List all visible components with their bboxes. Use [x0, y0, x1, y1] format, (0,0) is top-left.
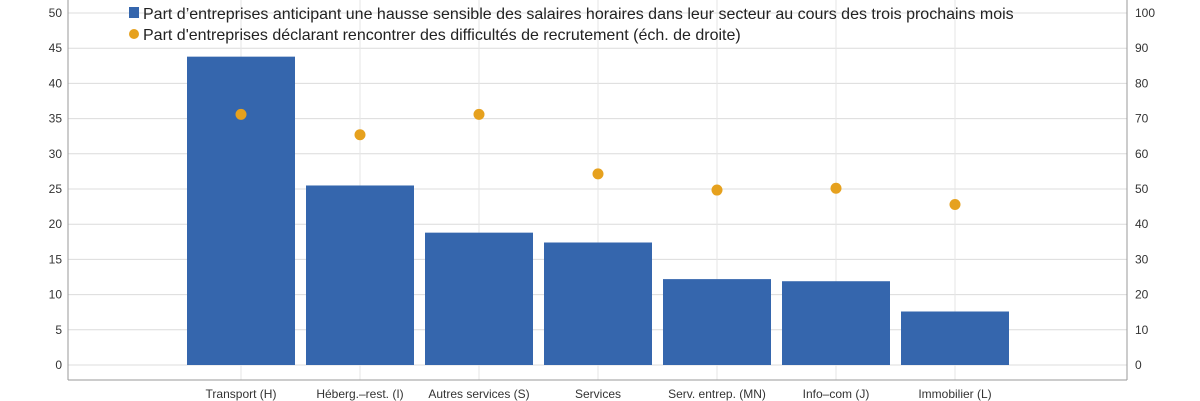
- left-tick-label: 15: [49, 252, 63, 266]
- category-label: Autres services (S): [428, 387, 529, 401]
- category-label: Info–com (J): [803, 387, 870, 401]
- left-tick-label: 10: [49, 288, 63, 302]
- left-tick-label: 45: [49, 41, 63, 55]
- right-tick-label: 0: [1135, 358, 1142, 372]
- right-tick-label: 80: [1135, 76, 1149, 90]
- category-tick-labels: Transport (H) Héberg.–rest. (I) Autres ser…: [206, 387, 992, 401]
- right-tick-label: 50: [1135, 182, 1149, 196]
- bar: [663, 279, 771, 365]
- dot: [354, 129, 366, 141]
- bar: [306, 185, 414, 365]
- left-tick-label: 25: [49, 182, 63, 196]
- legend-swatch-bars: [129, 7, 139, 18]
- bar: [901, 311, 1009, 365]
- left-tick-label: 20: [49, 217, 63, 231]
- legend-label-dots: Part d'entreprises déclarant rencontrer …: [143, 27, 741, 44]
- legend-label-bars: Part d’entreprises anticipant une hausse…: [143, 6, 1014, 23]
- dot-series: [235, 108, 961, 210]
- right-tick-label: 20: [1135, 288, 1149, 302]
- left-tick-label: 35: [49, 112, 63, 126]
- bar: [187, 56, 295, 365]
- category-label: Services: [575, 387, 621, 401]
- left-tick-label: 40: [49, 76, 63, 90]
- legend-swatch-dots: [129, 29, 139, 39]
- dot: [235, 108, 247, 120]
- category-label: Transport (H): [206, 387, 277, 401]
- bar-series: [187, 56, 1009, 365]
- bar: [425, 232, 533, 365]
- legend: Part d’entreprises anticipant une hausse…: [129, 6, 1014, 44]
- right-tick-label: 100: [1135, 6, 1155, 20]
- left-axis-tick-labels: 0 5 10 15 20 25 30 35 40 45 50: [49, 6, 63, 372]
- category-label: Serv. entrep. (MN): [668, 387, 766, 401]
- axes: [67, 0, 1128, 381]
- left-tick-label: 5: [55, 323, 62, 337]
- right-tick-label: 30: [1135, 252, 1149, 266]
- right-tick-label: 60: [1135, 147, 1149, 161]
- left-tick-label: 0: [55, 358, 62, 372]
- bar: [544, 242, 652, 365]
- bar: [782, 281, 890, 365]
- dot: [592, 168, 604, 180]
- dot: [949, 198, 961, 210]
- category-label: Héberg.–rest. (I): [316, 387, 403, 401]
- right-tick-label: 90: [1135, 41, 1149, 55]
- left-tick-label: 30: [49, 147, 63, 161]
- right-tick-label: 10: [1135, 323, 1149, 337]
- right-tick-label: 70: [1135, 112, 1149, 126]
- dot: [711, 184, 723, 196]
- left-tick-label: 50: [49, 6, 63, 20]
- dot: [830, 182, 842, 194]
- right-axis-tick-labels: 0 10 20 30 40 50 60 70 80 90 100: [1135, 6, 1155, 372]
- right-tick-label: 40: [1135, 217, 1149, 231]
- dot: [473, 108, 485, 120]
- category-label: Immobilier (L): [918, 387, 991, 401]
